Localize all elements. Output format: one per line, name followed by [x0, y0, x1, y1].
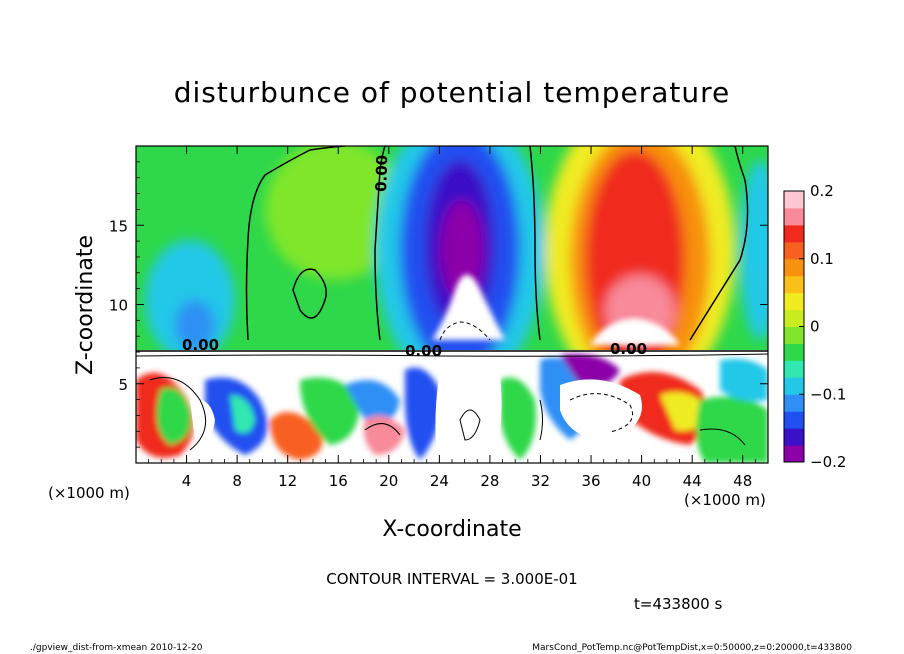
- heatmap-field: 0.00 0.00 0.00 0.00: [136, 146, 768, 463]
- colorbar-segment: [784, 207, 804, 226]
- contour-lower-4: [569, 393, 633, 433]
- field-cold-column-core: [440, 200, 484, 300]
- contour-lower-5: [539, 399, 543, 441]
- colorbar-segment: [784, 258, 804, 277]
- footer-left: ./gpview_dist-from-xmean 2010-12-20: [30, 643, 203, 653]
- x-tick-label: 40: [632, 472, 651, 490]
- turb-far-right-cyan: [720, 358, 768, 402]
- turb-center-blue: [405, 367, 441, 460]
- y-tick-label: 10: [109, 297, 128, 315]
- turb-far-right-green: [696, 396, 768, 463]
- contour-dashed-cold: [439, 321, 491, 341]
- colorbar-segment: [784, 411, 804, 429]
- x-tick-label: 28: [480, 472, 499, 490]
- colorbar-segment: [784, 224, 804, 243]
- x-unit-right: (×1000 m): [684, 491, 766, 509]
- turb-mid-pink: [363, 415, 405, 455]
- colorbar-segment: [784, 394, 804, 412]
- colorbar-tick-label: −0.2: [810, 453, 846, 471]
- colorbar-segment: [784, 428, 804, 446]
- colorbar-segment: [784, 275, 804, 294]
- y-axis-label: Z-coordinate: [73, 235, 98, 375]
- contour-zero-mid-right: [529, 146, 541, 341]
- turb-white-left: [190, 399, 215, 441]
- contour-lines: [136, 146, 768, 451]
- x-tick-label: 8: [232, 472, 242, 490]
- colorbar-segment: [784, 241, 804, 260]
- field-warm-core-white: [590, 318, 680, 345]
- contour-lower-2: [364, 423, 401, 436]
- contour-label-1: 0.00: [182, 336, 219, 354]
- colorbar-segment: [784, 292, 804, 311]
- contour-label-2: 0.00: [405, 342, 442, 360]
- contour-zero-center: [374, 146, 386, 341]
- colorbar-segment: [784, 326, 804, 344]
- chart-title: disturbunce of potential temperature: [174, 76, 731, 109]
- contour-zero-right: [689, 146, 749, 341]
- contour-zero-left: [245, 146, 346, 341]
- footer-right: MarsCond_PotTemp.nc@PotTempDist,x=0:5000…: [532, 643, 852, 653]
- x-tick-label: 20: [379, 472, 398, 490]
- colorbar: [784, 191, 804, 463]
- x-tick-label: 48: [733, 472, 752, 490]
- contour-zero-loop: [292, 268, 327, 319]
- turb-center-green: [500, 377, 536, 460]
- x-tick-label: 44: [683, 472, 702, 490]
- contour-lower-3: [459, 409, 481, 441]
- y-tick-label: 15: [109, 217, 128, 235]
- x-tick-label: 32: [531, 472, 550, 490]
- x-tick-label: 36: [581, 472, 600, 490]
- contour-lower-6: [699, 428, 746, 446]
- contour-label-3: 0.00: [610, 340, 647, 358]
- x-axis-ticks: 4 8 12 16 20 24 28 32 36 40 44 48: [148, 146, 756, 490]
- colorbar-tick-label: 0: [810, 318, 820, 336]
- contour-label-0: 0.00: [372, 155, 391, 193]
- x-unit-left: (×1000 m): [48, 484, 130, 502]
- x-tick-label: 4: [182, 472, 192, 490]
- contour-interval-text: CONTOUR INTERVAL = 3.000E-01: [326, 570, 577, 588]
- contour-interface-2: [136, 353, 768, 357]
- turb-mid-blue: [345, 380, 400, 423]
- colorbar-tick-label: −0.1: [810, 385, 846, 403]
- y-axis-ticks: 5 10 15: [109, 161, 768, 448]
- colorbar-segment: [784, 343, 804, 361]
- turb-mid-green: [300, 377, 360, 445]
- colorbar-segment: [784, 445, 804, 463]
- colorbar-segment: [784, 309, 804, 327]
- x-axis-label: X-coordinate: [382, 517, 521, 542]
- colorbar-segment: [784, 360, 804, 378]
- field-cold-core-white: [432, 274, 505, 340]
- field-lime-band: [265, 146, 405, 280]
- turb-white-center: [435, 366, 502, 463]
- colorbar-tick-label: 0.1: [810, 250, 834, 268]
- colorbar-segment: [784, 191, 804, 209]
- y-tick-label: 5: [118, 376, 128, 394]
- colorbar-ticks: 0.2 0.1 0 −0.1 −0.2: [799, 182, 846, 471]
- contour-lower-1: [149, 377, 207, 451]
- colorbar-tick-label: 0.2: [810, 182, 834, 200]
- turb-right-purple: [560, 354, 620, 386]
- time-text: t=433800 s: [634, 595, 722, 613]
- x-tick-label: 16: [329, 472, 348, 490]
- x-tick-label: 24: [430, 472, 449, 490]
- turb-mid-red: [270, 412, 323, 460]
- turb-left-cyan: [230, 395, 255, 434]
- x-tick-label: 12: [278, 472, 297, 490]
- turb-left-green: [156, 387, 191, 445]
- turb-white-right: [560, 379, 642, 440]
- colorbar-segment: [784, 377, 804, 395]
- field-cool-left-core: [175, 300, 215, 350]
